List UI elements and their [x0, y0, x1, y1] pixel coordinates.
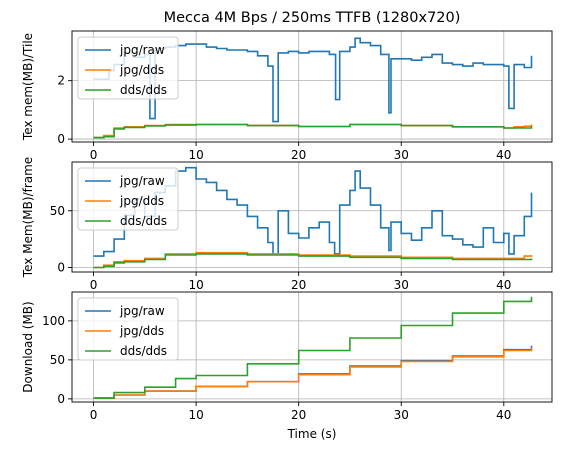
y-tick-label: 0: [57, 260, 65, 274]
legend-label: dds/dds: [120, 214, 167, 228]
chart-title: Mecca 4M Bps / 250ms TTFB (1280x720): [164, 10, 461, 26]
legend-box: [77, 36, 179, 100]
y-tick-label: 50: [50, 353, 65, 367]
y-tick-label: 0: [57, 132, 65, 146]
legend-label: dds/dds: [120, 344, 167, 358]
legend-label: jpg/dds: [119, 194, 164, 208]
legend: jpg/raw jpg/dds dds/dds: [77, 297, 179, 361]
x-tick-label: 20: [291, 278, 306, 292]
x-tick-label: 10: [188, 408, 203, 422]
x-tick-label: 20: [291, 408, 306, 422]
legend-box: [77, 167, 179, 231]
x-tick-label: 30: [394, 408, 409, 422]
y-axis-label: Tex mem(MB)/Tile: [21, 33, 35, 141]
y-axis-label: Download (MB): [21, 301, 35, 392]
y-axis-label: Tex Mem(MB)/frame: [21, 157, 35, 278]
series-line-jpg-dds: [93, 347, 533, 399]
x-tick-label: 0: [90, 148, 98, 162]
axes-frame: [71, 291, 553, 403]
subplot-1: 0 10 20 30 40 0 2 Tex mem(MB)/Tile jpg/raw jpg/dd…: [21, 30, 553, 162]
x-tick-label: 10: [188, 148, 203, 162]
y-tick-label: 50: [50, 204, 65, 218]
x-tick-label: 40: [496, 408, 511, 422]
series-line-dds-dds: [93, 123, 533, 139]
legend-label: jpg/raw: [119, 304, 165, 318]
legend-label: jpg/dds: [119, 63, 164, 77]
subplot-3: 0 10 20 30 40 0 50 100 Download (MB) Time (s) jpg/…: [21, 291, 553, 441]
legend-label: jpg/dds: [119, 324, 164, 338]
x-tick-label: 40: [496, 278, 511, 292]
y-tick-label: 100: [42, 314, 65, 328]
x-axis-label: Time (s): [287, 427, 337, 441]
series-line-dds-dds: [93, 253, 533, 269]
axes-frame: [71, 30, 553, 143]
legend: jpg/raw jpg/dds dds/dds: [77, 36, 179, 100]
y-tick-label: 2: [57, 74, 65, 88]
axes-frame: [71, 161, 553, 273]
legend-box: [77, 297, 179, 361]
x-tick-label: 10: [188, 278, 203, 292]
legend-label: jpg/raw: [119, 174, 165, 188]
legend: jpg/raw jpg/dds dds/dds: [77, 167, 179, 231]
x-tick-label: 0: [90, 278, 98, 292]
series-line-dds-dds: [93, 296, 533, 399]
x-tick-label: 0: [90, 408, 98, 422]
x-tick-label: 20: [291, 148, 306, 162]
x-tick-label: 30: [394, 278, 409, 292]
legend-label: dds/dds: [120, 83, 167, 97]
x-tick-label: 30: [394, 148, 409, 162]
legend-label: jpg/raw: [119, 43, 165, 57]
x-tick-label: 40: [496, 148, 511, 162]
y-tick-label: 0: [57, 392, 65, 406]
